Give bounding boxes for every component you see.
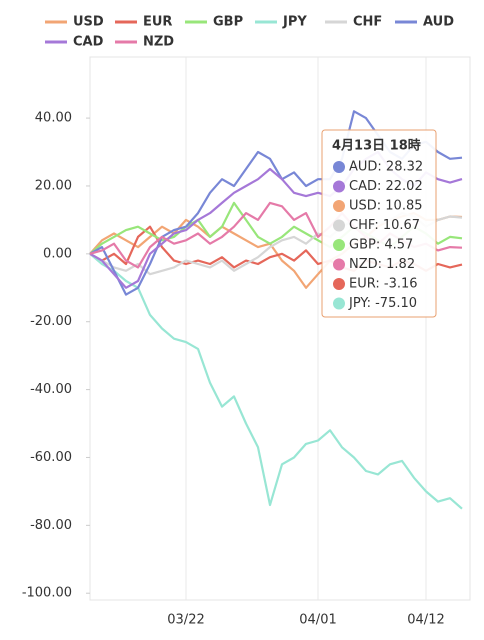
series-line [89,252,463,510]
x-tick-label: 03/22 [167,613,204,628]
tooltip-box [321,129,437,318]
y-tick-label: -100.00 [22,586,72,601]
y-tick-label: 40.00 [35,111,72,126]
tooltip-dot [333,200,345,212]
tooltip-item: EUR: -3.16 [349,277,418,292]
tooltip-item: AUD: 28.32 [349,160,423,175]
legend-label: JPY [282,15,307,30]
legend-label: EUR [143,15,172,30]
tooltip-dot [333,219,345,232]
tooltip-item: GBP: 4.57 [349,238,413,253]
tooltip-dot [333,161,345,173]
y-tick-label: -80.00 [30,518,72,533]
y-tick-label: 20.00 [35,178,72,193]
tooltip-item: USD: 10.85 [349,199,423,214]
tooltip-item: CAD: 22.02 [349,179,423,194]
legend-label: NZD [143,35,174,50]
tooltip-title: 4月13日 18時 [332,138,421,154]
y-tick-label: -40.00 [30,382,72,397]
tooltip-item: NZD: 1.82 [349,257,415,272]
tooltip-item: CHF: 10.67 [349,218,420,233]
x-tick-label: 04/01 [299,613,336,628]
legend-label: AUD [423,15,454,30]
y-tick-label: 0.00 [43,246,72,261]
legend-label: CHF [353,15,382,30]
tooltip-dot [333,180,345,193]
legend-label: GBP [213,15,243,30]
tooltip-dot [333,258,345,271]
tooltip-dot [333,278,345,290]
y-tick-label: -20.00 [30,314,72,329]
legend-label: CAD [73,35,104,50]
x-tick-label: 04/12 [407,613,444,628]
tooltip-dot [333,239,345,251]
legend-label: USD [73,15,104,30]
tooltip-dot [333,297,345,310]
tooltip-item: JPY: -75.10 [348,296,417,311]
y-tick-label: -60.00 [30,450,72,465]
